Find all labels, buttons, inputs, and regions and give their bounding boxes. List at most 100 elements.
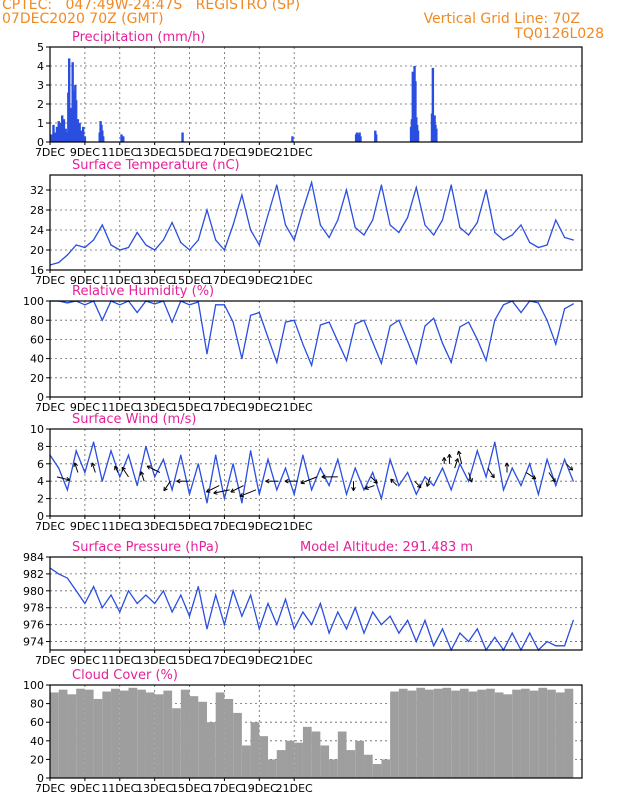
rh-point [389,325,391,327]
precip-bar [83,136,87,142]
precip-bar [52,124,55,142]
temp-point [380,184,383,186]
rh-xtick-label: 9DEC [70,401,100,414]
pres-point [511,632,513,634]
temp-point [276,184,278,186]
precip-bar [431,67,435,142]
temp-point [572,239,574,241]
rh-ytick-label: 80 [30,314,44,327]
wind-point [258,493,260,495]
pres-xtick-label: 11DEC [101,654,138,667]
cloud-xtick-label: 11DEC [101,782,138,795]
wind-point [511,467,513,469]
rh-point [188,304,191,306]
pres-point [372,611,374,613]
wind-xtick-label: 21DEC [276,520,313,533]
wind-vector [425,476,431,487]
rh-point [84,304,86,306]
precip-bar [78,123,81,142]
pres-point [319,602,321,605]
wind-point [197,463,199,465]
precip-bar [120,134,123,142]
cloud-bar [416,687,426,778]
precip-bar [80,130,83,142]
date-header: 07DEC2020 70Z (GMT) [2,11,164,27]
pres-point [555,645,557,647]
rh-xtick-label: 19DEC [241,401,278,414]
precip-bar [76,119,80,142]
wind-point [380,498,383,500]
wind-point [572,480,574,482]
wind-xtick-label: 11DEC [101,520,138,533]
cloud-bar [180,689,190,778]
wind-point [529,463,531,465]
wind-point [311,489,313,491]
precip-bar [59,123,62,142]
cloud-bar [189,696,199,778]
pres-point [563,645,566,647]
cloud-bar [503,694,513,778]
temp-point [328,236,330,239]
pres-point [284,598,287,600]
cloud-bar [128,687,138,778]
rh-point [468,321,470,323]
cloud-bar [468,691,478,778]
wind-vector [265,478,279,484]
rh-xtick-label: 15DEC [171,401,208,414]
pres-point [476,628,478,630]
pres-point [293,628,295,630]
rh-ytick-label: 20 [30,372,44,385]
wind-panel: Surface Wind (m/s) 0 2 4 6 8 10 7DEC 9DEC 11DEC13… [30,412,583,533]
pres-point [337,611,339,613]
wind-vector [454,458,460,469]
wind-vector [364,485,375,490]
temp-panel: Surface Temperature (nC) 16 20 24 28 32 7DEC 9D… [30,158,583,287]
rh-point [537,302,539,304]
cloud-bar [494,692,504,778]
pres-point [389,615,391,617]
wind-vector [56,476,71,482]
wind-vector [146,465,161,473]
temp-point [476,221,478,224]
precip-xtick-label: 21DEC [276,146,313,159]
pres-panel: Surface Pressure (hPa) Model Altitude: 29… [23,540,583,667]
cloud-bar [198,701,207,778]
pres-point [311,624,313,626]
cloud-bar [520,688,530,778]
wind-vector [487,467,495,479]
cloud-bar [329,759,338,778]
wind-vector [441,457,447,464]
rh-point [555,343,557,345]
rh-point [119,304,121,306]
precip-ytick-label: 0 [37,136,44,149]
pres-point [424,619,426,622]
rh-point [284,321,287,323]
rh-point [459,326,461,328]
cloud-xtick-label: 9DEC [70,782,100,795]
pres-point [572,619,574,622]
temp-point [215,239,217,241]
temp-xtick-label: 15DEC [171,274,208,287]
cloud-ytick-label: 0 [37,772,44,785]
pres-xtick-label: 13DEC [136,654,173,667]
pres-point [136,602,138,605]
rh-point [258,311,260,314]
pres-xtick-label: 17DEC [206,654,243,667]
precip-bar [291,136,294,142]
pres-point [162,590,164,592]
rh-series-line [50,300,574,368]
cloud-bar [206,722,216,778]
precip-ytick-label: 2 [37,98,44,111]
temp-point [162,239,164,241]
rh-point [136,311,138,314]
wind-vector [300,476,318,485]
wind-vector [139,471,145,482]
precip-bar [55,126,59,142]
rh-xtick-label: 13DEC [136,401,173,414]
wind-vector [230,485,244,493]
temp-point [529,241,531,244]
temp-point [206,209,208,211]
rh-point [345,359,348,362]
wind-vector [504,462,510,473]
